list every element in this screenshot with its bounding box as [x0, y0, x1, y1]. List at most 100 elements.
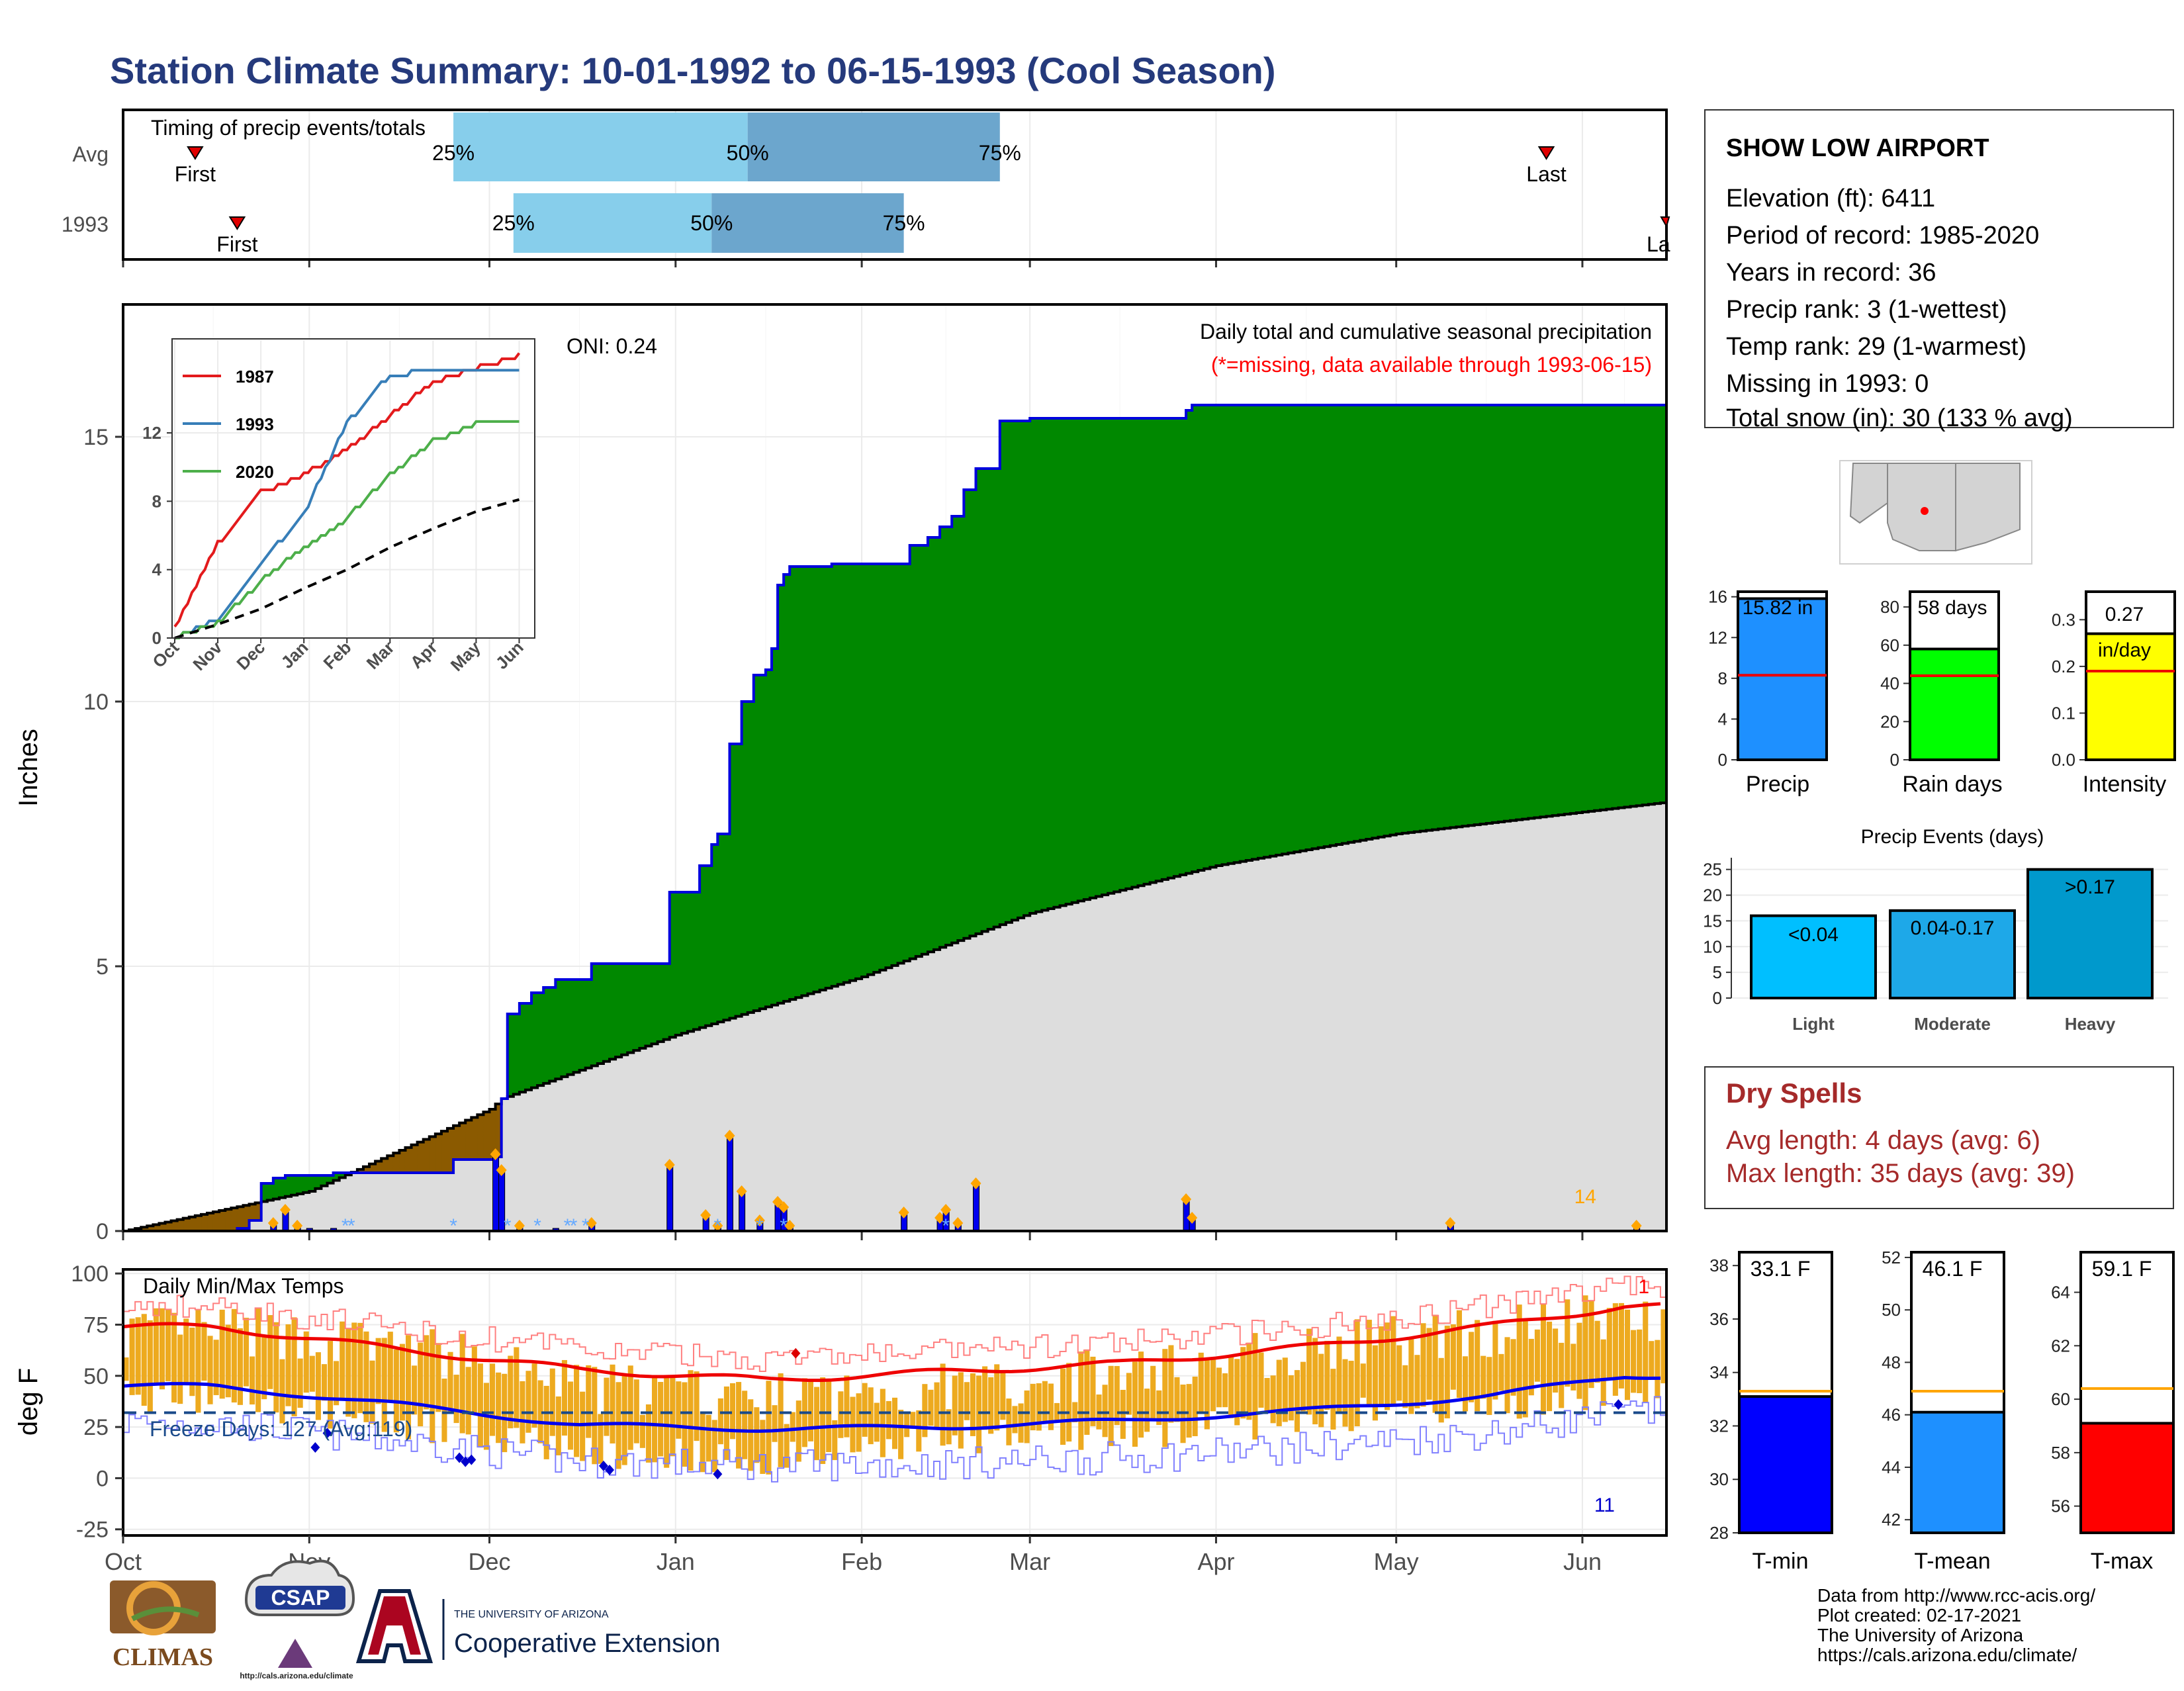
footer-url: https://cals.arizona.edu/climate/	[1817, 1645, 2077, 1665]
daily-temp-bar	[676, 1381, 682, 1439]
map-state-ca	[1849, 463, 1888, 524]
daily-temp-bar	[868, 1387, 874, 1445]
daily-temp-bar	[652, 1375, 658, 1463]
daily-temp-bar	[592, 1367, 598, 1465]
record-low-marker-icon	[1614, 1399, 1623, 1410]
station-temp-rank: Temp rank: 29 (1-warmest)	[1726, 333, 2026, 361]
tbar-ytick-label-tmax: 60	[2051, 1389, 2070, 1409]
daily-temp-bar	[1390, 1316, 1396, 1405]
daily-precip-bar	[726, 1135, 733, 1232]
daily-temp-bar	[1330, 1369, 1336, 1430]
daily-temp-bar	[1354, 1319, 1360, 1426]
daily-temp-bar	[940, 1363, 946, 1446]
daily-temp-bar	[1120, 1389, 1126, 1440]
mini-label-intensity: Intensity	[2083, 772, 2167, 797]
snow-asterisk-icon: *	[504, 1215, 512, 1237]
dry-spells-title: Dry Spells	[1726, 1077, 1862, 1109]
precip-areas	[123, 393, 1668, 1232]
daily-temp-bar	[760, 1420, 766, 1475]
tbar-ytick-label-tmin: 30	[1709, 1469, 1729, 1489]
mini-label-rain: Rain days	[1902, 772, 2002, 797]
daily-temp-bar	[183, 1318, 189, 1383]
daily-temp-bar	[531, 1363, 537, 1428]
mini-ytick-label-rain: 0	[1890, 750, 1899, 770]
daily-temp-bar	[688, 1370, 694, 1471]
snow-asterisk-icon: *	[756, 1215, 764, 1237]
daily-temp-bar	[1462, 1356, 1469, 1412]
inset-ytick-label: 12	[142, 423, 161, 443]
station-period: Period of record: 1985-2020	[1726, 222, 2039, 250]
snow-day-marker-icon	[292, 1220, 303, 1232]
mini-value-rain: 58 days	[1917, 597, 1987, 619]
tbar-label-tmin: T-min	[1752, 1549, 1809, 1574]
ua-block-a-outline	[355, 1589, 433, 1663]
daily-temp-bar	[1600, 1339, 1606, 1406]
daily-temp-bar	[1174, 1377, 1180, 1422]
daily-temp-bar	[796, 1400, 801, 1462]
daily-temp-bar	[1078, 1351, 1084, 1450]
tbar-bar-tmean	[1910, 1410, 2005, 1535]
season-cumulative-line	[123, 393, 1668, 1232]
daily-temp-bar	[1655, 1340, 1661, 1398]
precip-yaxis: 0 5 10 15	[83, 425, 123, 1244]
events-bar-heavy	[2026, 868, 2154, 1000]
dry-spells-max: Max length: 35 days (avg: 39)	[1726, 1159, 2075, 1188]
inset-ytick-label: 8	[152, 491, 161, 511]
legend-1987: 1987	[236, 367, 274, 387]
tbar-bar-tmin	[1738, 1395, 1833, 1534]
daily-temp-bar	[1246, 1342, 1252, 1420]
daily-temp-bar	[207, 1336, 213, 1404]
snow-day-marker-icon	[970, 1177, 981, 1189]
snow-day-marker-icon	[934, 1212, 946, 1224]
daily-temp-bar	[328, 1341, 334, 1429]
daily-temp-bar	[820, 1377, 826, 1464]
dry-spells-avg: Avg length: 4 days (avg: 6)	[1726, 1126, 2040, 1155]
temp-bars	[123, 1295, 1666, 1475]
daily-temp-bar	[832, 1420, 838, 1461]
daily-temp-bar	[910, 1412, 916, 1429]
daily-temp-bar	[1000, 1370, 1006, 1420]
inset-line-1993	[175, 369, 520, 639]
daily-temp-bar	[459, 1334, 465, 1434]
daily-temp-bar	[465, 1367, 471, 1435]
daily-temp-bar	[580, 1391, 586, 1461]
daily-temp-bar	[1024, 1390, 1030, 1443]
mini-ytick-label-intensity: 0.3	[2052, 610, 2075, 629]
daily-temp-bar	[1637, 1329, 1643, 1393]
tbar-label-tmean: T-mean	[1914, 1549, 1990, 1574]
daily-temp-bar	[381, 1338, 387, 1432]
climas-logo: CLIMAS	[110, 1580, 216, 1671]
daily-temp-bar	[807, 1380, 814, 1441]
daily-temp-bar	[1649, 1341, 1655, 1380]
temp-panel-label: Daily Min/Max Temps	[143, 1274, 343, 1298]
temp-ytick-label: 0	[96, 1466, 109, 1491]
temp-xtick-label: Dec	[468, 1548, 510, 1575]
daily-temp-bar	[1336, 1336, 1342, 1412]
timing-row-avg: Avg	[72, 142, 109, 166]
daily-temp-bar	[610, 1364, 615, 1443]
daily-temp-bar	[1162, 1349, 1168, 1447]
daily-temp-bar	[1534, 1329, 1540, 1382]
station-years: Years in record: 36	[1726, 259, 1936, 287]
daily-temp-bar	[736, 1382, 742, 1469]
tbar-ytick-label-tmax: 58	[2051, 1443, 2070, 1463]
daily-temp-bar	[928, 1389, 934, 1426]
snow-day-marker-icon	[490, 1148, 501, 1160]
daily-temp-bar	[639, 1414, 645, 1448]
daily-temp-bar	[147, 1320, 153, 1413]
temp-xtick-label: Apr	[1197, 1548, 1234, 1575]
daily-temp-bar	[285, 1324, 291, 1406]
record-low-marker-icon	[455, 1452, 465, 1463]
daily-temp-bar	[1066, 1363, 1072, 1442]
daily-temp-bar	[856, 1393, 862, 1452]
daily-temp-bar	[1378, 1326, 1385, 1407]
daily-temp-bar	[1060, 1368, 1066, 1445]
daily-temp-bar	[1385, 1322, 1390, 1410]
tbar-ytick-label-tmean: 52	[1882, 1248, 1901, 1267]
record-low-marker-icon	[310, 1442, 320, 1453]
events-label-heavy: >0.17	[2065, 876, 2115, 898]
tbar-ytick-label-tmin: 28	[1709, 1523, 1729, 1543]
ua-block-a-icon	[368, 1596, 421, 1655]
daily-temp-bar	[748, 1399, 754, 1471]
daily-temp-bar	[1366, 1320, 1372, 1406]
